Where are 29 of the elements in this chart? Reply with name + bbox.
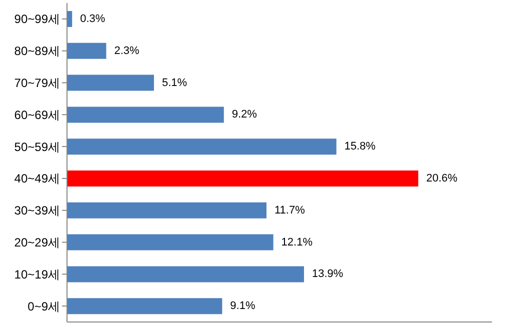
data-label: 12.1% [281, 236, 313, 248]
y-tick-label: 70~79세 [14, 76, 60, 90]
data-label: 15.8% [344, 140, 376, 153]
y-tick-label: 90~99세 [14, 12, 60, 26]
bar [67, 106, 224, 123]
bar [67, 202, 266, 218]
data-label: 9.2% [232, 108, 258, 121]
y-tick-label: 20~29세 [14, 236, 60, 250]
bar [67, 266, 304, 282]
y-tick-label: 40~49세 [14, 172, 60, 186]
y-tick-label: 50~59세 [14, 140, 60, 154]
data-label: 2.3% [114, 44, 140, 57]
data-label: 13.9% [312, 268, 344, 280]
data-label: 0.3% [80, 13, 106, 25]
y-tick-label: 60~69세 [14, 108, 60, 122]
y-tick-label: 10~19세 [14, 267, 60, 282]
bar [67, 170, 418, 186]
y-tick-label: 0~9세 [28, 299, 60, 314]
data-label: 20.6% [426, 172, 458, 184]
y-tick-label: 80~89세 [14, 44, 60, 58]
data-label: 11.7% [274, 204, 306, 216]
y-tick-label: 30~39세 [14, 204, 60, 218]
bar [67, 138, 336, 155]
bar [67, 42, 106, 59]
data-label: 5.1% [162, 76, 188, 89]
bar [67, 298, 222, 314]
bar [67, 234, 274, 250]
data-label: 9.1% [230, 300, 256, 312]
bar [67, 74, 154, 91]
